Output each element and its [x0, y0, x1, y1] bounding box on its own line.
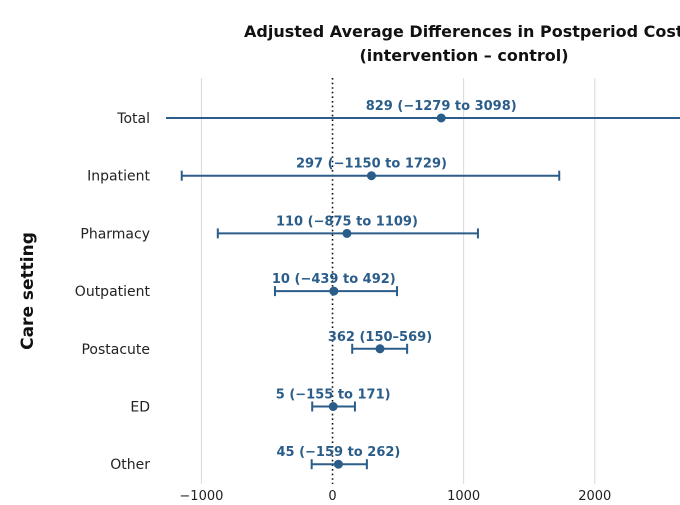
data-label: 5 (−155 to 171) [276, 388, 391, 403]
category-label: Pharmacy [80, 226, 150, 242]
data-label: 297 (−1150 to 1729) [296, 157, 447, 172]
category-label: Total [116, 111, 150, 127]
data-label: 45 (−159 to 262) [276, 445, 400, 460]
data-label: 829 (−1279 to 3098) [366, 99, 517, 114]
point-estimate [342, 228, 352, 238]
x-tick-label: 1000 [447, 489, 480, 500]
y-axis-label: Care setting [18, 232, 38, 350]
x-tick-label: 0 [328, 489, 336, 500]
chart-title: Adjusted Average Differences in Postperi… [244, 22, 680, 41]
chart-subtitle: (intervention – control) [359, 46, 568, 65]
point-estimate [329, 286, 339, 296]
data-label: 10 (−439 to 492) [272, 272, 396, 287]
category-label: Postacute [81, 342, 150, 358]
data-label: 362 (150–569) [328, 330, 432, 345]
category-label: ED [130, 400, 150, 416]
category-label: Other [110, 457, 150, 473]
point-estimate [328, 402, 338, 411]
category-label: Outpatient [75, 284, 151, 300]
point-estimate [375, 344, 385, 354]
point-estimate [436, 113, 446, 123]
category-label: Inpatient [87, 169, 150, 185]
x-tick-label: 2000 [578, 489, 611, 500]
x-tick-label: −1000 [179, 489, 223, 500]
labels-layer: −1000 0 1000 2000 Total 829 (−1279 to 3098) In… [75, 99, 612, 504]
point-estimate [333, 459, 343, 469]
point-estimate [366, 171, 376, 181]
grid-layer [200, 78, 596, 484]
marks-layer [166, 113, 680, 470]
data-label: 110 (−875 to 1109) [276, 214, 418, 229]
